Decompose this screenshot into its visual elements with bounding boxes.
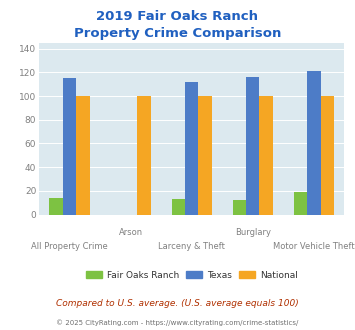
Legend: Fair Oaks Ranch, Texas, National: Fair Oaks Ranch, Texas, National	[82, 267, 301, 283]
Bar	[246, 77, 260, 214]
Bar	[137, 96, 151, 214]
Text: Burglary: Burglary	[235, 228, 271, 237]
Text: Arson: Arson	[119, 228, 143, 237]
Text: Motor Vehicle Theft: Motor Vehicle Theft	[273, 242, 355, 251]
Text: © 2025 CityRating.com - https://www.cityrating.com/crime-statistics/: © 2025 CityRating.com - https://www.city…	[56, 319, 299, 326]
Text: 2019 Fair Oaks Ranch
Property Crime Comparison: 2019 Fair Oaks Ranch Property Crime Comp…	[74, 10, 281, 40]
Bar	[76, 96, 90, 214]
Bar	[233, 200, 246, 214]
Bar	[307, 71, 321, 215]
Bar	[63, 79, 76, 214]
Bar	[198, 96, 212, 214]
Bar	[321, 96, 334, 214]
Text: Larceny & Theft: Larceny & Theft	[158, 242, 225, 251]
Bar	[49, 198, 63, 214]
Bar	[171, 199, 185, 214]
Text: All Property Crime: All Property Crime	[31, 242, 108, 251]
Bar	[260, 96, 273, 214]
Bar	[294, 192, 307, 214]
Bar	[185, 82, 198, 214]
Text: Compared to U.S. average. (U.S. average equals 100): Compared to U.S. average. (U.S. average …	[56, 299, 299, 308]
